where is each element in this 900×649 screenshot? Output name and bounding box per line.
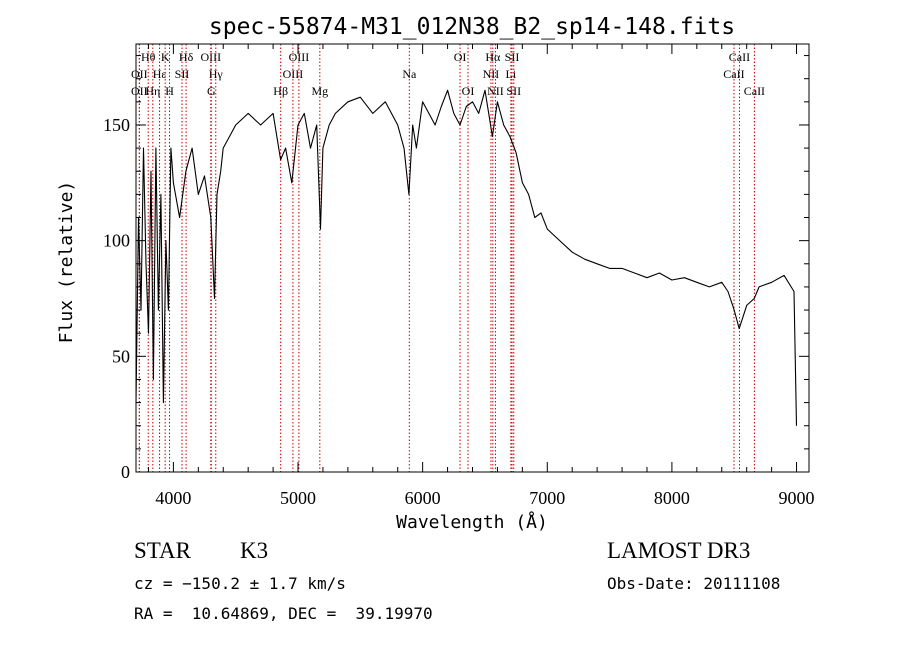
line-label-3: Hη <box>145 84 160 98</box>
line-label-0: OII <box>131 67 148 81</box>
axis-ticks: 4000 5000 6000 7000 8000 9000 0 50 100 150 <box>103 44 815 508</box>
line-label-18: OI <box>462 84 475 98</box>
line-label-8: Hδ <box>179 50 194 64</box>
line-label-23: Li <box>506 67 517 81</box>
y-tick-label-1: 50 <box>112 346 130 366</box>
x-axis-label: Wavelength (Å) <box>396 511 548 533</box>
line-label-16: Na <box>402 67 417 81</box>
line-label-12: Hβ <box>273 84 288 98</box>
y-tick-label-2: 100 <box>103 231 130 251</box>
x-tick-label-4: 8000 <box>654 488 690 508</box>
line-label-27: CaII <box>744 84 765 98</box>
plot-area <box>135 43 810 473</box>
line-label-20: NII <box>483 67 500 81</box>
line-label-7: SII <box>175 67 190 81</box>
line-label-25: CaII <box>723 67 744 81</box>
line-label-4: Hε <box>153 67 167 81</box>
chart-title: spec-55874-M31_012N38_B2_sp14-148.fits <box>209 14 735 40</box>
object-class: STAR <box>134 538 191 563</box>
line-label-19: Hα <box>485 50 501 64</box>
observation-date: Obs-Date: 20111108 <box>607 574 781 593</box>
plot-frame <box>135 43 810 473</box>
line-label-17: OI <box>454 50 467 64</box>
object-subclass: K3 <box>240 538 269 563</box>
line-label-21: NII <box>487 84 504 98</box>
line-label-5: K <box>161 50 170 64</box>
line-label-24: SII <box>506 84 521 98</box>
line-label-15: Mg <box>311 84 328 98</box>
line-label-2: Hθ <box>141 50 156 64</box>
coordinates-readout: RA = 10.64869, DEC = 39.19970 <box>134 604 433 623</box>
y-tick-label-3: 150 <box>103 115 130 135</box>
spectrum-series-0 <box>135 89 798 426</box>
line-label-9: OIII <box>200 50 221 64</box>
line-label-26: CaII <box>729 50 750 64</box>
line-label-10: Hγ <box>209 67 224 81</box>
x-tick-label-1: 5000 <box>280 488 316 508</box>
line-label-22: SII <box>505 50 520 64</box>
x-tick-label-0: 4000 <box>155 488 191 508</box>
line-label-11: G <box>207 84 216 98</box>
x-tick-label-2: 6000 <box>405 488 441 508</box>
redshift-readout: cz = −150.2 ± 1.7 km/s <box>134 574 346 593</box>
line-label-1: OII <box>131 84 148 98</box>
x-tick-label-3: 7000 <box>529 488 565 508</box>
line-label-13: OIII <box>283 67 304 81</box>
y-tick-label-0: 0 <box>121 462 130 482</box>
line-label-14: OIII <box>289 50 310 64</box>
y-axis-label: Flux (relative) <box>56 181 77 344</box>
survey-label: LAMOST DR3 <box>607 538 751 563</box>
line-label-6: H <box>165 84 174 98</box>
x-tick-label-5: 9000 <box>779 488 815 508</box>
